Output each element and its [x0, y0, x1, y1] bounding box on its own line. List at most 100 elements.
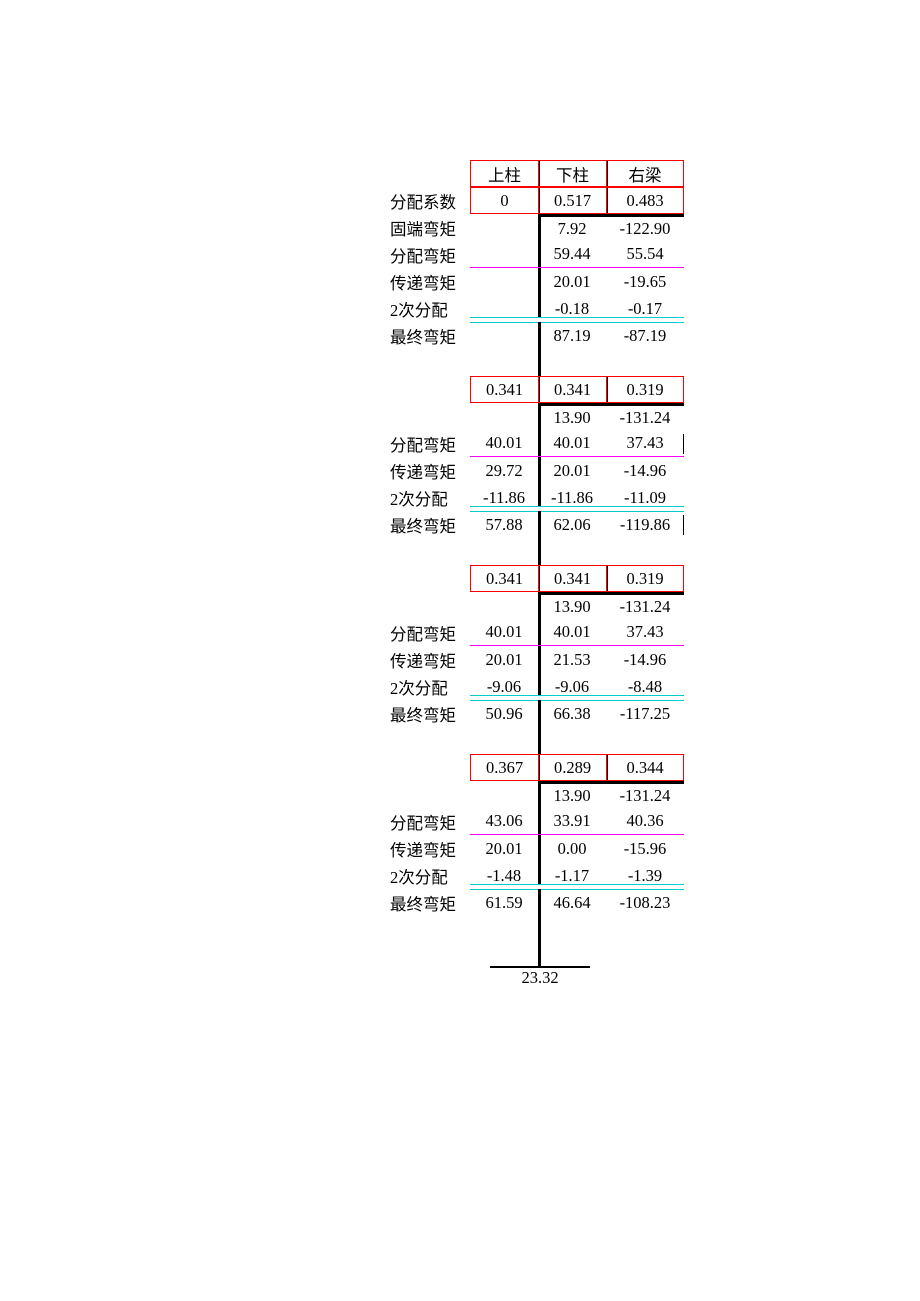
row-label [390, 754, 470, 781]
coef-up: 0.341 [470, 376, 538, 403]
val-lo: 40.01 [538, 430, 606, 457]
coef-up: 0 [470, 187, 538, 214]
val-rb: -108.23 [606, 889, 684, 916]
header-lower-col: 下柱 [538, 160, 606, 187]
table-row: 最终弯矩 87.19 -87.19 [390, 322, 770, 349]
val-rb: -131.24 [606, 403, 684, 430]
val-rb: 37.43 [606, 430, 684, 457]
table-row: 13.90 -131.24 [390, 781, 770, 808]
val-up: 57.88 [470, 511, 538, 538]
row-label: 固端弯矩 [390, 214, 470, 241]
val-up: 29.72 [470, 457, 538, 484]
row-label [390, 592, 470, 619]
row-label: 2次分配 [390, 295, 470, 322]
val-lo: 13.90 [538, 781, 606, 808]
val-rb: 37.43 [606, 619, 684, 646]
val-lo: 20.01 [538, 268, 606, 295]
coef-rb: 0.319 [606, 376, 684, 403]
coef-lo: 0.341 [538, 565, 606, 592]
val-up: -1.48 [470, 862, 538, 889]
row-label: 分配弯矩 [390, 241, 470, 268]
table-row: 2次分配 -9.06 -9.06 -8.48 [390, 673, 770, 700]
coef-up: 0.367 [470, 754, 538, 781]
coef-lo: 0.289 [538, 754, 606, 781]
table-row: 传递弯矩 20.01 21.53 -14.96 [390, 646, 770, 673]
column-axis [538, 916, 541, 966]
val-up: 20.01 [470, 835, 538, 862]
table-row: 分配弯矩 40.01 40.01 37.43 [390, 430, 770, 457]
row-label: 分配弯矩 [390, 430, 470, 457]
coef-row: 0.341 0.341 0.319 [390, 565, 770, 592]
val-lo: 66.38 [538, 700, 606, 727]
table-row: 分配弯矩 59.44 55.54 [390, 241, 770, 268]
table-row: 2次分配 -1.48 -1.17 -1.39 [390, 862, 770, 889]
val-rb: -122.90 [606, 214, 684, 241]
val-rb: -14.96 [606, 646, 684, 673]
table-row: 传递弯矩 29.72 20.01 -14.96 [390, 457, 770, 484]
row-label [390, 160, 470, 187]
val-lo: 7.92 [538, 214, 606, 241]
column-spacer [390, 727, 770, 754]
val-up [470, 268, 538, 295]
val-up: -9.06 [470, 673, 538, 700]
val-rb: -19.65 [606, 268, 684, 295]
val-rb: -15.96 [606, 835, 684, 862]
val-up: 20.01 [470, 646, 538, 673]
val-up [470, 241, 538, 268]
val-up: 40.01 [470, 430, 538, 457]
table-row: 13.90 -131.24 [390, 592, 770, 619]
row-label [390, 376, 470, 403]
val-up [470, 214, 538, 241]
row-label [390, 565, 470, 592]
table-row: 2次分配 -11.86 -11.86 -11.09 [390, 484, 770, 511]
table-row: 传递弯矩 20.01 -19.65 [390, 268, 770, 295]
table-row: 分配弯矩 40.01 40.01 37.43 [390, 619, 770, 646]
val-rb: 55.54 [606, 241, 684, 268]
val-lo: -11.86 [538, 484, 606, 511]
val-lo: 13.90 [538, 592, 606, 619]
coef-lo: 0.341 [538, 376, 606, 403]
row-label: 传递弯矩 [390, 646, 470, 673]
val-up [470, 781, 538, 808]
row-label: 2次分配 [390, 862, 470, 889]
val-rb: -0.17 [606, 295, 684, 322]
val-rb: -87.19 [606, 322, 684, 349]
coef-row: 0.341 0.341 0.319 [390, 376, 770, 403]
row-label [390, 781, 470, 808]
val-rb: -8.48 [606, 673, 684, 700]
coef-row: 分配系数 0 0.517 0.483 [390, 187, 770, 214]
val-rb: -11.09 [606, 484, 684, 511]
table-row: 最终弯矩 50.96 66.38 -117.25 [390, 700, 770, 727]
row-label: 分配系数 [390, 187, 470, 214]
column-base: 23.32 [390, 916, 770, 966]
coef-lo: 0.517 [538, 187, 606, 214]
table-row: 13.90 -131.24 [390, 403, 770, 430]
val-rb: -119.86 [606, 511, 684, 538]
row-label [390, 403, 470, 430]
row-label: 最终弯矩 [390, 889, 470, 916]
header-row: 上柱 下柱 右梁 [390, 160, 770, 187]
table-row: 固端弯矩 7.92 -122.90 [390, 214, 770, 241]
val-rb: -131.24 [606, 781, 684, 808]
row-label: 分配弯矩 [390, 808, 470, 835]
val-lo: 21.53 [538, 646, 606, 673]
val-lo: 0.00 [538, 835, 606, 862]
val-lo: 40.01 [538, 619, 606, 646]
val-lo: 33.91 [538, 808, 606, 835]
val-up [470, 403, 538, 430]
val-lo: 20.01 [538, 457, 606, 484]
val-rb: -131.24 [606, 592, 684, 619]
val-up [470, 592, 538, 619]
table-row: 2次分配 -0.18 -0.17 [390, 295, 770, 322]
val-up: -11.86 [470, 484, 538, 511]
column-spacer [390, 538, 770, 565]
row-label: 传递弯矩 [390, 457, 470, 484]
row-label: 最终弯矩 [390, 322, 470, 349]
coef-rb: 0.319 [606, 565, 684, 592]
val-lo: 87.19 [538, 322, 606, 349]
coef-rb: 0.483 [606, 187, 684, 214]
val-lo: 46.64 [538, 889, 606, 916]
val-lo: 59.44 [538, 241, 606, 268]
val-lo: 62.06 [538, 511, 606, 538]
header-right-beam: 右梁 [606, 160, 684, 187]
